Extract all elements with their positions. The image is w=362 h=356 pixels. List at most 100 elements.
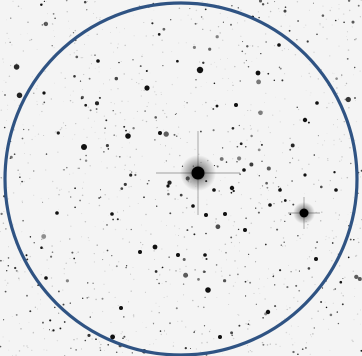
noise-speck: [33, 194, 35, 196]
noise-speck: [63, 101, 64, 102]
noise-speck: [53, 35, 55, 37]
noise-speck: [51, 180, 54, 183]
star: [74, 206, 76, 209]
star: [166, 184, 170, 188]
noise-speck: [325, 239, 327, 241]
noise-speck: [115, 27, 118, 29]
noise-speck: [200, 351, 201, 353]
noise-speck: [229, 140, 231, 143]
star: [223, 279, 227, 283]
star: [277, 43, 281, 47]
noise-speck: [153, 91, 156, 93]
star: [230, 23, 232, 26]
noise-speck: [110, 89, 112, 91]
noise-speck: [245, 53, 246, 54]
star: [79, 199, 81, 202]
star: [339, 280, 343, 284]
star: [218, 190, 220, 192]
noise-speck: [72, 101, 74, 104]
star: [15, 269, 18, 272]
noise-speck: [145, 120, 148, 123]
star: [230, 331, 234, 335]
star: [341, 74, 343, 76]
noise-speck: [46, 349, 48, 351]
noise-speck: [336, 92, 338, 94]
noise-speck: [140, 89, 142, 92]
star: [132, 127, 135, 130]
noise-speck: [167, 189, 169, 192]
noise-speck: [20, 8, 22, 10]
noise-speck: [359, 323, 361, 325]
star: [3, 319, 5, 321]
star: [225, 161, 228, 163]
noise-speck: [88, 202, 90, 204]
noise-speck: [73, 52, 75, 54]
noise-speck: [145, 35, 147, 37]
star: [42, 201, 44, 203]
noise-speck: [317, 143, 319, 144]
noise-speck: [278, 8, 280, 10]
star: [72, 32, 75, 34]
noise-speck: [132, 314, 135, 316]
star: [158, 312, 160, 314]
star: [203, 325, 206, 327]
noise-speck: [354, 255, 357, 257]
noise-speck: [253, 292, 255, 294]
noise-speck: [109, 264, 110, 266]
noise-speck: [185, 248, 188, 251]
noise-speck: [297, 159, 300, 161]
noise-speck: [110, 322, 112, 323]
noise-speck: [57, 151, 59, 153]
noise-speck: [185, 265, 187, 267]
noise-speck: [88, 67, 90, 69]
noise-speck: [308, 72, 310, 75]
noise-speck: [236, 22, 238, 24]
noise-speck: [44, 338, 46, 340]
star: [45, 153, 48, 155]
noise-speck: [98, 66, 100, 68]
noise-speck: [260, 141, 261, 143]
noise-speck: [163, 330, 166, 332]
noise-speck: [221, 39, 224, 42]
noise-speck: [128, 186, 130, 188]
noise-speck: [2, 61, 4, 63]
noise-speck: [83, 181, 84, 183]
noise-speck: [346, 176, 349, 179]
star: [266, 166, 271, 171]
star: [197, 278, 200, 281]
noise-speck: [53, 47, 55, 49]
noise-speck: [127, 339, 130, 342]
noise-speck: [263, 286, 265, 288]
noise-speck: [132, 267, 134, 268]
noise-speck: [6, 32, 8, 35]
star: [114, 76, 119, 81]
noise-speck: [43, 349, 45, 351]
noise-speck: [62, 169, 64, 171]
noise-speck: [339, 160, 341, 162]
star: [0, 212, 3, 216]
star: [182, 258, 186, 261]
noise-speck: [227, 90, 229, 91]
noise-speck: [360, 0, 362, 1]
noise-speck: [103, 115, 106, 117]
noise-speck: [91, 126, 93, 128]
noise-speck: [337, 126, 338, 128]
star: [42, 91, 46, 95]
noise-speck: [194, 329, 197, 332]
noise-speck: [298, 147, 299, 148]
star: [290, 271, 292, 273]
noise-speck: [291, 343, 294, 346]
noise-speck: [334, 212, 337, 214]
star: [96, 59, 100, 63]
noise-speck: [308, 256, 311, 258]
noise-speck: [124, 169, 125, 171]
star: [314, 257, 318, 261]
star: [283, 199, 287, 202]
star: [173, 133, 176, 136]
star: [317, 310, 319, 312]
noise-speck: [124, 119, 126, 121]
noise-speck: [159, 273, 161, 276]
noise-speck: [153, 9, 155, 11]
noise-speck: [87, 117, 90, 120]
